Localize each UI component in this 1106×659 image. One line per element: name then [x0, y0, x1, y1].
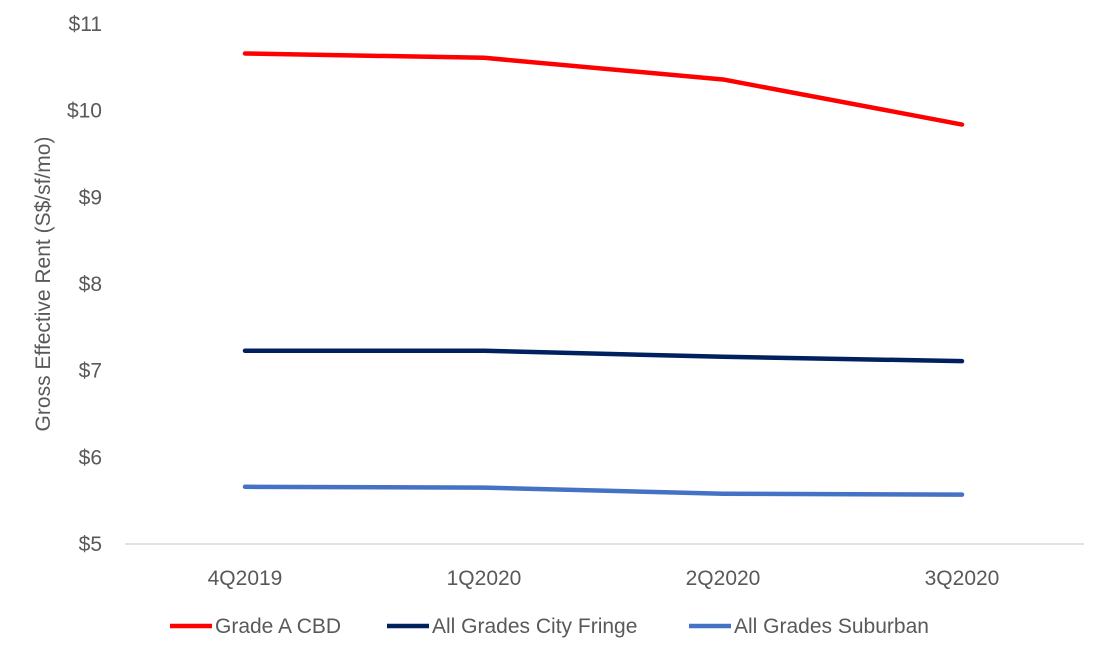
series-layer [242, 51, 965, 497]
legend-label: All Grades Suburban [734, 615, 929, 638]
legend: Grade A CBD All Grades City Fringe All Gra… [170, 615, 929, 638]
y-tick-label: $11 [69, 13, 102, 36]
y-tick-label: $5 [79, 533, 102, 556]
series-line-3 [242, 484, 965, 497]
y-axis-title: Gross Effective Rent (S$/sf/mo) [32, 137, 55, 432]
x-tick-label: 4Q2019 [208, 567, 283, 590]
x-axis-ticks: 4Q2019 1Q2020 2Q2020 3Q2020 [208, 567, 1000, 590]
y-tick-label: $6 [79, 446, 102, 469]
legend-label: Grade A CBD [215, 615, 341, 638]
x-tick-label: 2Q2020 [686, 567, 761, 590]
y-tick-label: $7 [79, 360, 102, 383]
y-tick-label: $10 [67, 100, 102, 123]
series-line-1 [242, 51, 965, 127]
legend-label: All Grades City Fringe [432, 615, 637, 638]
x-tick-label: 1Q2020 [447, 567, 522, 590]
y-axis-ticks: $5 $6 $7 $8 $9 $10 $11 [67, 13, 102, 556]
y-tick-label: $8 [79, 273, 102, 296]
series-line-2 [242, 348, 965, 364]
y-tick-label: $9 [79, 186, 102, 209]
x-tick-label: 3Q2020 [925, 567, 1000, 590]
